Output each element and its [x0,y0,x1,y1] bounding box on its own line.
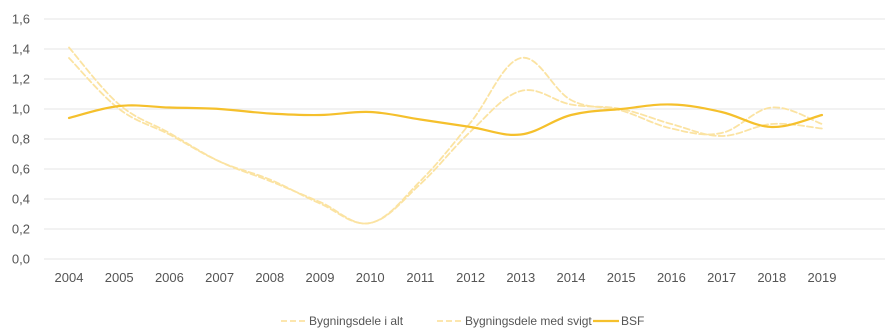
x-tick-label: 2006 [155,270,184,285]
y-tick-label: 0,0 [12,252,30,267]
y-axis-tick-labels: 0,0 0,2 0,4 0,6 0,8 1,0 1,2 1,4 1,6 [12,12,30,267]
x-tick-label: 2017 [707,270,736,285]
x-tick-label: 2005 [105,270,134,285]
x-tick-label: 2013 [506,270,535,285]
x-tick-label: 2018 [757,270,786,285]
y-tick-label: 1,2 [12,72,30,87]
y-tick-label: 0,2 [12,222,30,237]
y-tick-label: 0,6 [12,162,30,177]
x-tick-label: 2011 [406,270,434,285]
x-tick-label: 2008 [255,270,284,285]
x-tick-label: 2004 [55,270,84,285]
x-tick-label: 2009 [306,270,335,285]
y-tick-label: 1,6 [12,12,30,27]
x-axis-tick-labels: 2004 2005 2006 2007 2008 2009 2010 2011 2012 2013… [55,270,837,285]
series-line-1 [68,57,823,225]
legend: Bygningsdele i alt Bygningsdele med svigt… [281,314,644,328]
series-line-2 [67,103,824,137]
x-tick-label: 2007 [205,270,234,285]
x-tick-label: 2019 [808,270,837,285]
x-tick-label: 2015 [607,270,636,285]
x-tick-label: 2010 [356,270,385,285]
gridlines [44,18,885,260]
legend-label: Bygningsdele i alt [309,314,404,328]
legend-label: Bygningsdele med svigt [465,314,592,328]
x-tick-label: 2012 [456,270,485,285]
legend-label: BSF [621,314,644,328]
x-tick-label: 2016 [657,270,686,285]
y-tick-label: 0,4 [12,192,30,207]
y-tick-label: 1,0 [12,102,30,117]
x-tick-label: 2014 [557,270,586,285]
y-tick-label: 1,4 [12,42,30,57]
y-tick-label: 0,8 [12,132,30,147]
series-lines [67,46,824,225]
